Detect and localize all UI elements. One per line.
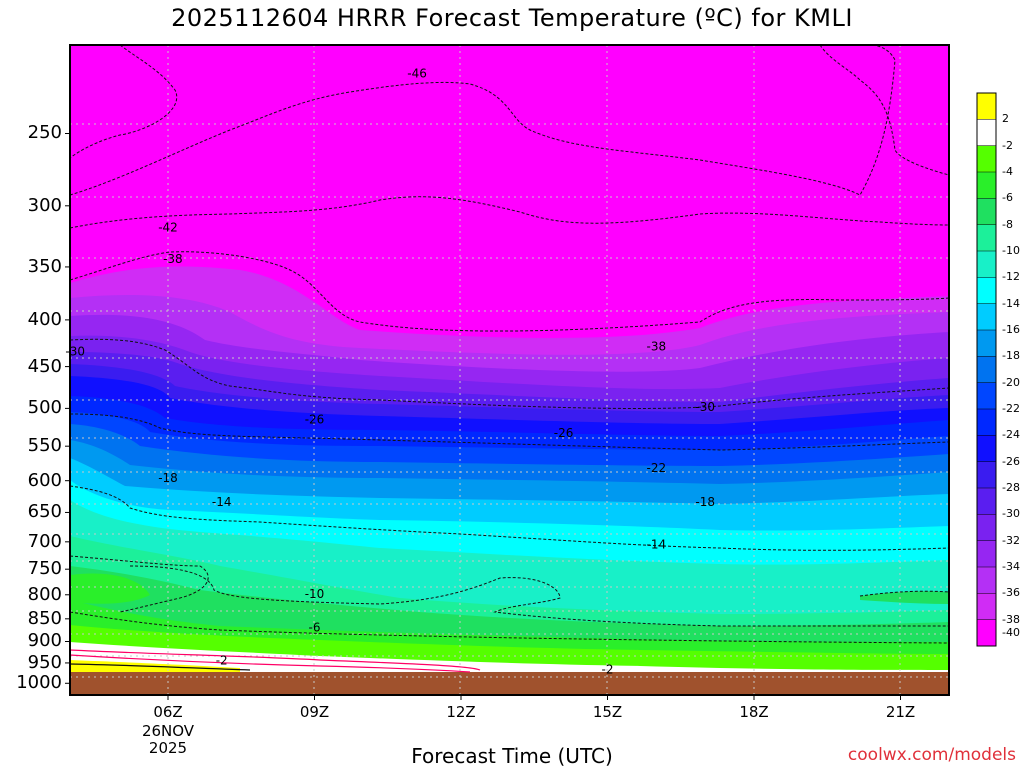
colorbar-swatch: [977, 172, 996, 199]
colorbar-label: -28: [1002, 481, 1020, 494]
colorbar-label: -16: [1002, 323, 1020, 336]
colorbar-label: -14: [1002, 296, 1020, 310]
contour-lines: [70, 45, 949, 644]
contour-label: -26: [554, 426, 574, 440]
colorbar-swatch: [977, 277, 996, 305]
colorbar-label: -6: [1002, 191, 1013, 205]
colorbar-label: -18: [1002, 349, 1020, 363]
x-date-label: 2025: [148, 739, 188, 757]
colorbar-label: -4: [1002, 165, 1013, 178]
contour-label: -26: [305, 412, 325, 426]
colorbar-swatch: [977, 619, 996, 647]
colorbar-swatch: [977, 224, 996, 252]
colorbar-swatch: [977, 356, 996, 384]
colorbar-label: -30: [1002, 507, 1020, 521]
y-tick-label: 550: [27, 435, 62, 457]
contour-label: -38: [163, 252, 183, 266]
colorbar-label: -40: [1002, 625, 1020, 639]
colorbar-swatch: [977, 461, 996, 489]
contour-label: -14: [647, 538, 667, 552]
y-tick-label: 450: [27, 355, 62, 377]
contour-label: -22: [647, 461, 667, 475]
colorbar-swatch: [977, 514, 996, 542]
colorbar-swatch: [977, 251, 996, 278]
grid: [70, 45, 949, 695]
colorbar-frame: [976, 92, 997, 647]
y-tick-label: 350: [27, 255, 62, 277]
colorbar-label: -10: [1002, 244, 1020, 257]
x-tick-label: 09Z: [299, 703, 330, 721]
contour-label: -46: [407, 67, 427, 81]
colorbar-label: -32: [1002, 533, 1020, 547]
colorbar-label: -20: [1002, 375, 1020, 389]
contour-fill: [70, 45, 949, 695]
colorbar-swatch: [977, 409, 996, 436]
y-tick-label: 400: [27, 308, 62, 330]
y-tick-label: 250: [27, 122, 62, 144]
contour-label: -14: [212, 495, 232, 509]
x-tick-label: 12Z: [446, 703, 476, 721]
contour-label: -30: [695, 400, 715, 414]
y-tick-label: 900: [27, 630, 62, 652]
x-tick-label: 21Z: [885, 703, 916, 721]
colorbar-swatch: [977, 119, 996, 147]
colorbar-swatch: [977, 93, 996, 120]
y-tick-label: 850: [27, 607, 62, 629]
colorbar-swatch: [977, 540, 996, 568]
colorbar-label: -8: [1002, 217, 1013, 231]
colorbar-label: -26: [1002, 454, 1020, 468]
y-tick-label: 750: [27, 558, 62, 580]
colorbar-label: 2: [1002, 112, 1009, 126]
colorbar-label: -2: [1002, 138, 1013, 152]
x-axis-title: Forecast Time (UTC): [411, 744, 613, 768]
contour-label: -2: [602, 663, 614, 677]
surface-contours: [70, 649, 481, 673]
y-tick-label: 300: [27, 194, 62, 216]
y-tick-label: 950: [27, 651, 62, 673]
colorbar-label: -34: [1002, 560, 1020, 573]
chart-title: 2025112604 HRRR Forecast Temperature (ºC…: [171, 4, 853, 32]
y-tick-label: 650: [27, 501, 62, 523]
colorbar-swatch: [977, 303, 996, 331]
colorbar-swatch: [977, 435, 996, 463]
colorbar-label: -24: [1002, 428, 1020, 442]
contour-label: -30: [65, 344, 85, 358]
colorbar-swatch: [977, 330, 996, 357]
colorbar-swatch: [977, 593, 996, 621]
y-tick-label: 600: [27, 469, 62, 491]
x-tick-label: 06Z: [153, 703, 183, 721]
colorbar-label: -38: [1002, 612, 1020, 626]
colorbar-label: -36: [1002, 586, 1020, 600]
x-date-label: 26NOV: [141, 722, 195, 740]
colorbar-swatch: [977, 567, 996, 594]
colorbar-swatch: [977, 198, 996, 226]
y-tick-label: 800: [27, 583, 62, 605]
x-tick-marks: [167, 695, 901, 700]
contour-label: -10: [305, 587, 325, 601]
colorbar-label: -12: [1002, 270, 1020, 284]
colorbar-swatch: [977, 488, 996, 515]
source-credit: coolwx.com/models: [847, 745, 1016, 765]
colorbar-swatch: [977, 145, 996, 173]
x-tick-label: 15Z: [592, 703, 623, 721]
contour-label: -18: [695, 495, 715, 509]
y-tick-label: 700: [27, 530, 62, 552]
y-tick-label: 500: [27, 397, 62, 419]
contour-label: -2: [216, 653, 228, 667]
colorbar-swatch: [977, 382, 996, 410]
x-tick-label: 18Z: [739, 703, 769, 721]
plot-frame: [69, 44, 950, 696]
y-tick-label: 1000: [16, 672, 62, 694]
y-tick-marks: [65, 132, 70, 684]
colorbar: [976, 92, 997, 647]
contour-label: -6: [309, 621, 321, 635]
contour-label: -42: [158, 221, 178, 235]
contour-label: -38: [647, 340, 667, 354]
colorbar-label: -22: [1002, 402, 1020, 415]
contour-label: -18: [158, 471, 178, 485]
